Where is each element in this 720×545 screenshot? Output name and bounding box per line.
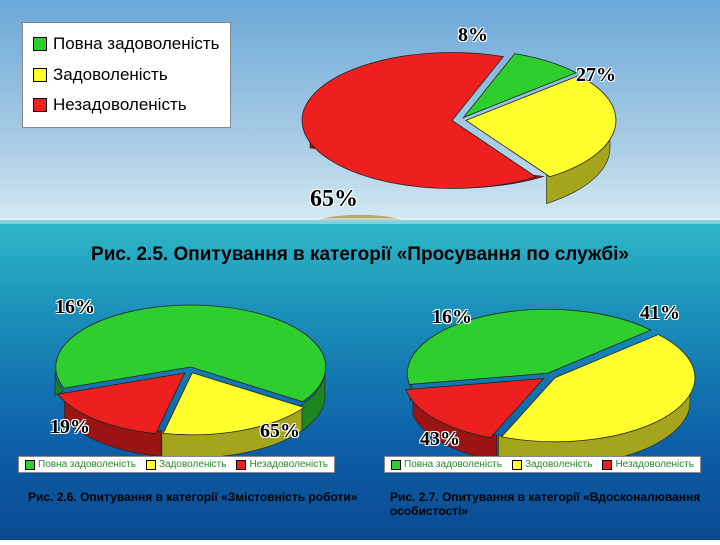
data-label: 65% — [260, 420, 300, 443]
data-label: 8% — [458, 24, 488, 47]
data-label: 27% — [576, 64, 616, 87]
data-label: 19% — [50, 416, 90, 439]
data-label: 65% — [310, 186, 358, 213]
legend-label: Задоволеність — [525, 459, 592, 470]
legend-label: Незадоволеність — [615, 459, 694, 470]
legend-label: Незадоволеність — [249, 459, 328, 470]
data-label: 16% — [55, 296, 95, 319]
legend-label: Повна задоволеність — [38, 459, 136, 470]
legend-swatch — [236, 460, 246, 470]
caption-left: Рис. 2.6. Опитування в категорії «Змісто… — [28, 490, 357, 504]
data-label: 16% — [432, 306, 472, 329]
legend-bottom-right: Повна задоволеність Задоволеність Незадо… — [384, 456, 701, 473]
legend-swatch — [602, 460, 612, 470]
data-label: 41% — [640, 302, 680, 325]
caption-mid: Рис. 2.5. Опитування в категорії «Просув… — [0, 244, 720, 266]
legend-bottom-left: Повна задоволеність Задоволеність Незадо… — [18, 456, 335, 473]
legend-swatch — [512, 460, 522, 470]
caption-right: Рис. 2.7. Опитування в категорії «Вдоско… — [390, 490, 720, 518]
data-label: 43% — [420, 428, 460, 451]
legend-label: Задоволеність — [159, 459, 226, 470]
legend-label: Повна задоволеність — [404, 459, 502, 470]
legend-swatch — [146, 460, 156, 470]
legend-swatch — [391, 460, 401, 470]
legend-swatch — [25, 460, 35, 470]
